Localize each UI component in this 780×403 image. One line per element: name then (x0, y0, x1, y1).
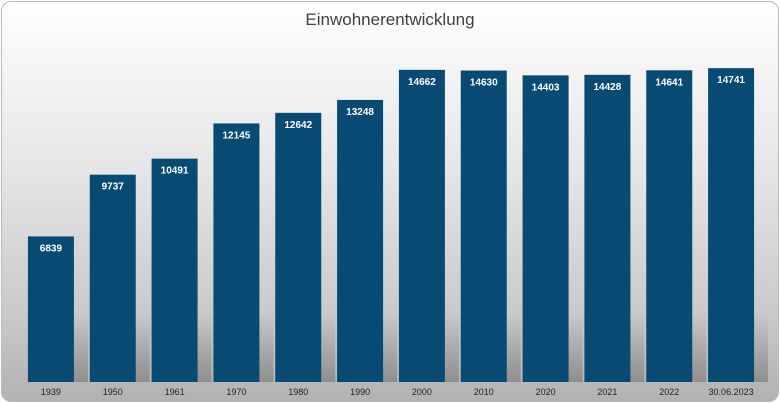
bar-1950 (89, 174, 136, 382)
chart-title: Einwohnerentwicklung (305, 10, 475, 29)
data-label-1990: 13248 (346, 107, 374, 118)
data-label-2000: 14662 (408, 77, 436, 88)
data-label-30.06.2023: 14741 (717, 75, 745, 86)
bar-2020 (522, 75, 569, 383)
x-tick-label: 1980 (288, 387, 308, 397)
data-label-2021: 14428 (594, 82, 622, 93)
x-tick-label: 2022 (659, 387, 679, 397)
bar-2010 (460, 70, 507, 382)
data-label-1980: 12642 (284, 120, 312, 131)
data-label-1970: 12145 (223, 130, 251, 141)
x-tick-label: 1970 (226, 387, 246, 397)
x-tick-label: 2000 (412, 387, 432, 397)
x-tick-label: 1990 (350, 387, 370, 397)
bar-2022 (646, 70, 693, 382)
x-tick-label: 1950 (103, 387, 123, 397)
data-label-2020: 14403 (532, 82, 560, 93)
x-tick-label: 2021 (597, 387, 617, 397)
bar-1970 (213, 123, 260, 383)
data-label-2010: 14630 (470, 78, 498, 89)
data-label-1961: 10491 (161, 166, 189, 177)
bar-2021 (584, 74, 631, 382)
data-label-1950: 9737 (102, 182, 125, 193)
x-tick-label: 1961 (165, 387, 185, 397)
bar-1961 (151, 158, 198, 382)
data-label-1939: 6839 (40, 243, 63, 254)
bar-30.06.2023 (708, 68, 755, 382)
bar-1939 (27, 236, 74, 382)
bar-2000 (398, 69, 445, 382)
bar-1980 (275, 112, 322, 382)
bar-1990 (337, 99, 384, 383)
data-label-2022: 14641 (655, 77, 683, 88)
x-tick-label: 30.06.2023 (709, 387, 754, 397)
x-tick-label: 2010 (474, 387, 494, 397)
x-tick-label: 2020 (536, 387, 556, 397)
x-tick-label: 1939 (41, 387, 61, 397)
